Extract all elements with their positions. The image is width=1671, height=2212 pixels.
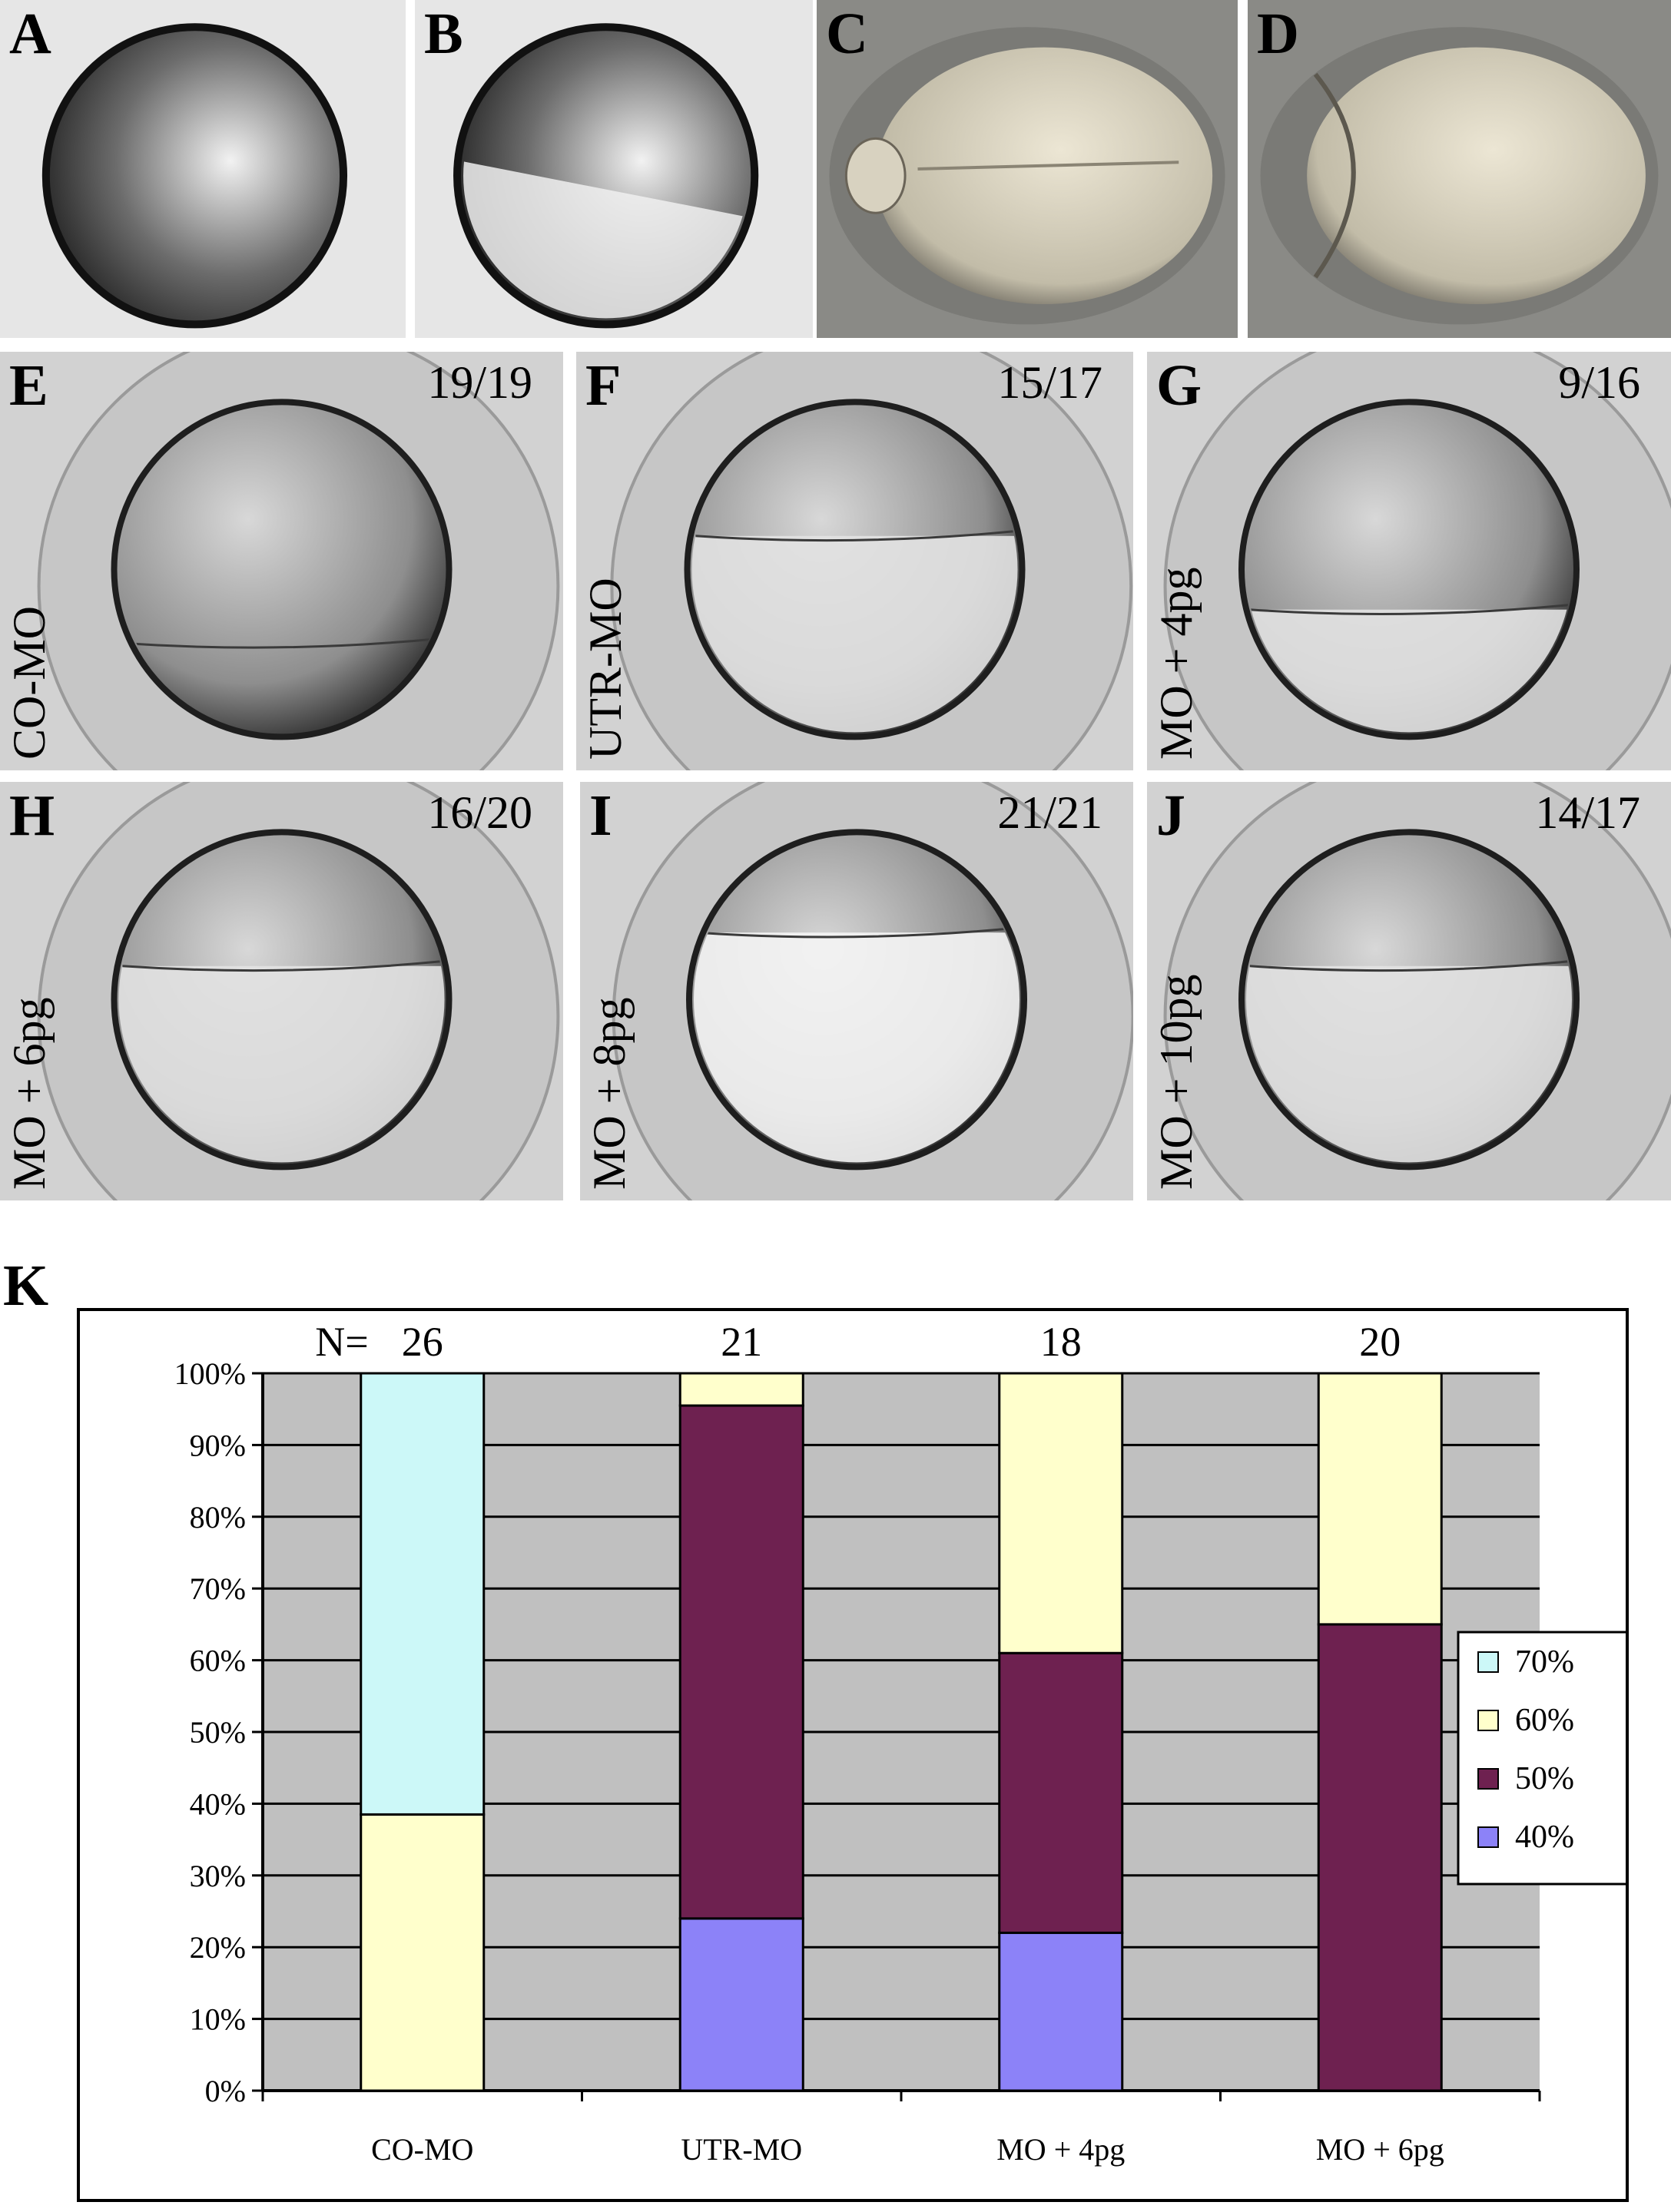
bar-segment-50pct <box>998 1651 1124 1935</box>
bar-segment-60pct <box>998 1372 1124 1654</box>
embryo-photo <box>415 0 813 338</box>
condition-label: MO + 4pg <box>1151 567 1202 760</box>
x-category-label: UTR-MO <box>681 2132 802 2167</box>
panel-f: F 15/17 UTR-MO <box>576 352 1133 770</box>
x-category-label: MO + 4pg <box>996 2132 1125 2167</box>
embryo-photo <box>1248 0 1671 338</box>
embryo-count: 15/17 <box>997 357 1102 408</box>
panel-letter: H <box>9 783 55 848</box>
panel-c: C <box>817 0 1238 338</box>
embryo-photo <box>817 0 1238 338</box>
n-value-label: 18 <box>1040 1319 1082 1365</box>
panel-e: E 19/19 CO-MO <box>0 352 563 770</box>
panel-letter: C <box>826 2 868 66</box>
legend-swatch <box>1477 1710 1499 1731</box>
panel-d: D <box>1248 0 1671 338</box>
panel-g: G 9/16 MO + 4pg <box>1147 352 1671 770</box>
panel-letter: A <box>9 2 51 66</box>
legend-swatch <box>1477 1651 1499 1673</box>
y-tick-label: 30% <box>190 1859 246 1893</box>
panel-letter: F <box>585 353 622 418</box>
legend: 70% 60% 50% 40% <box>1457 1631 1626 1886</box>
embryo-photo <box>0 782 563 1200</box>
embryo-photo <box>576 352 1133 770</box>
y-tick-label: 40% <box>190 1786 246 1821</box>
bar-segment-60pct <box>360 1813 486 2092</box>
panel-i: I 21/21 MO + 8pg <box>580 782 1133 1200</box>
y-tick-label: 10% <box>190 2002 246 2037</box>
bar-segment-40pct <box>678 1917 804 2092</box>
n-value-label: 26 <box>402 1319 443 1365</box>
panel-j: J 14/17 MO + 10pg <box>1147 782 1671 1200</box>
panel-letter: J <box>1156 783 1185 848</box>
panel-letter: D <box>1257 2 1299 66</box>
stacked-bar-chart: 0% 10% 20% 30% 40% 50% 60% 70% 80% 90% 100% CO-MO 26… <box>77 1308 1629 2202</box>
y-tick-label: 60% <box>190 1644 246 1678</box>
panel-letter: I <box>589 783 612 848</box>
panel-letter: B <box>424 2 463 66</box>
embryo-count: 16/20 <box>427 787 532 838</box>
bar-segment-60pct <box>1317 1372 1443 1626</box>
panel-letter: G <box>1156 353 1202 418</box>
bar-segment-50pct <box>1317 1623 1443 2092</box>
embryo-count: 14/17 <box>1535 787 1640 838</box>
condition-label: CO-MO <box>4 605 55 760</box>
n-value-label: 20 <box>1359 1319 1401 1365</box>
panel-k-label: K <box>3 1253 49 1318</box>
legend-swatch <box>1477 1768 1499 1790</box>
y-tick-label: 50% <box>190 1715 246 1750</box>
y-tick-label: 0% <box>205 2074 246 2108</box>
condition-label: UTR-MO <box>580 578 631 760</box>
embryo-photo <box>1147 352 1671 770</box>
bar-segment-70pct <box>360 1372 486 1816</box>
embryo-count: 9/16 <box>1558 357 1640 408</box>
embryo-count: 19/19 <box>427 357 532 408</box>
n-value-label: 21 <box>721 1319 762 1365</box>
legend-entry-label: 60% <box>1515 1703 1574 1738</box>
y-tick-label: 80% <box>190 1500 246 1535</box>
embryo-photo <box>0 352 563 770</box>
x-category-label: MO + 6pg <box>1316 2132 1444 2167</box>
embryo-photo <box>580 782 1133 1200</box>
legend-swatch <box>1477 1826 1499 1848</box>
y-tick-label: 20% <box>190 1930 246 1965</box>
bar-segment-40pct <box>998 1932 1124 2092</box>
legend-entry-label: 70% <box>1515 1644 1574 1680</box>
chart-svg: 0% 10% 20% 30% 40% 50% 60% 70% 80% 90% 100% CO-MO 26… <box>174 1319 1626 2167</box>
condition-label: MO + 10pg <box>1151 974 1202 1190</box>
legend-entry-label: 40% <box>1515 1820 1574 1855</box>
legend-entry-label: 50% <box>1515 1761 1574 1796</box>
y-tick-label: 100% <box>174 1356 246 1391</box>
panel-letter: E <box>9 353 48 418</box>
n-prefix-label: N= <box>315 1319 368 1365</box>
embryo-count: 21/21 <box>997 787 1102 838</box>
condition-label: MO + 6pg <box>4 997 55 1190</box>
x-category-label: CO-MO <box>371 2132 473 2167</box>
embryo-photo <box>0 0 406 338</box>
y-tick-label: 70% <box>190 1571 246 1606</box>
y-tick-label: 90% <box>190 1428 246 1462</box>
panel-b: B <box>415 0 813 338</box>
bar-segment-50pct <box>678 1404 804 1920</box>
panel-a: A <box>0 0 406 338</box>
panel-h: H 16/20 MO + 6pg <box>0 782 563 1200</box>
bar-segment-60pct <box>678 1372 804 1407</box>
embryo-photo <box>1147 782 1671 1200</box>
condition-label: MO + 8pg <box>584 997 635 1190</box>
